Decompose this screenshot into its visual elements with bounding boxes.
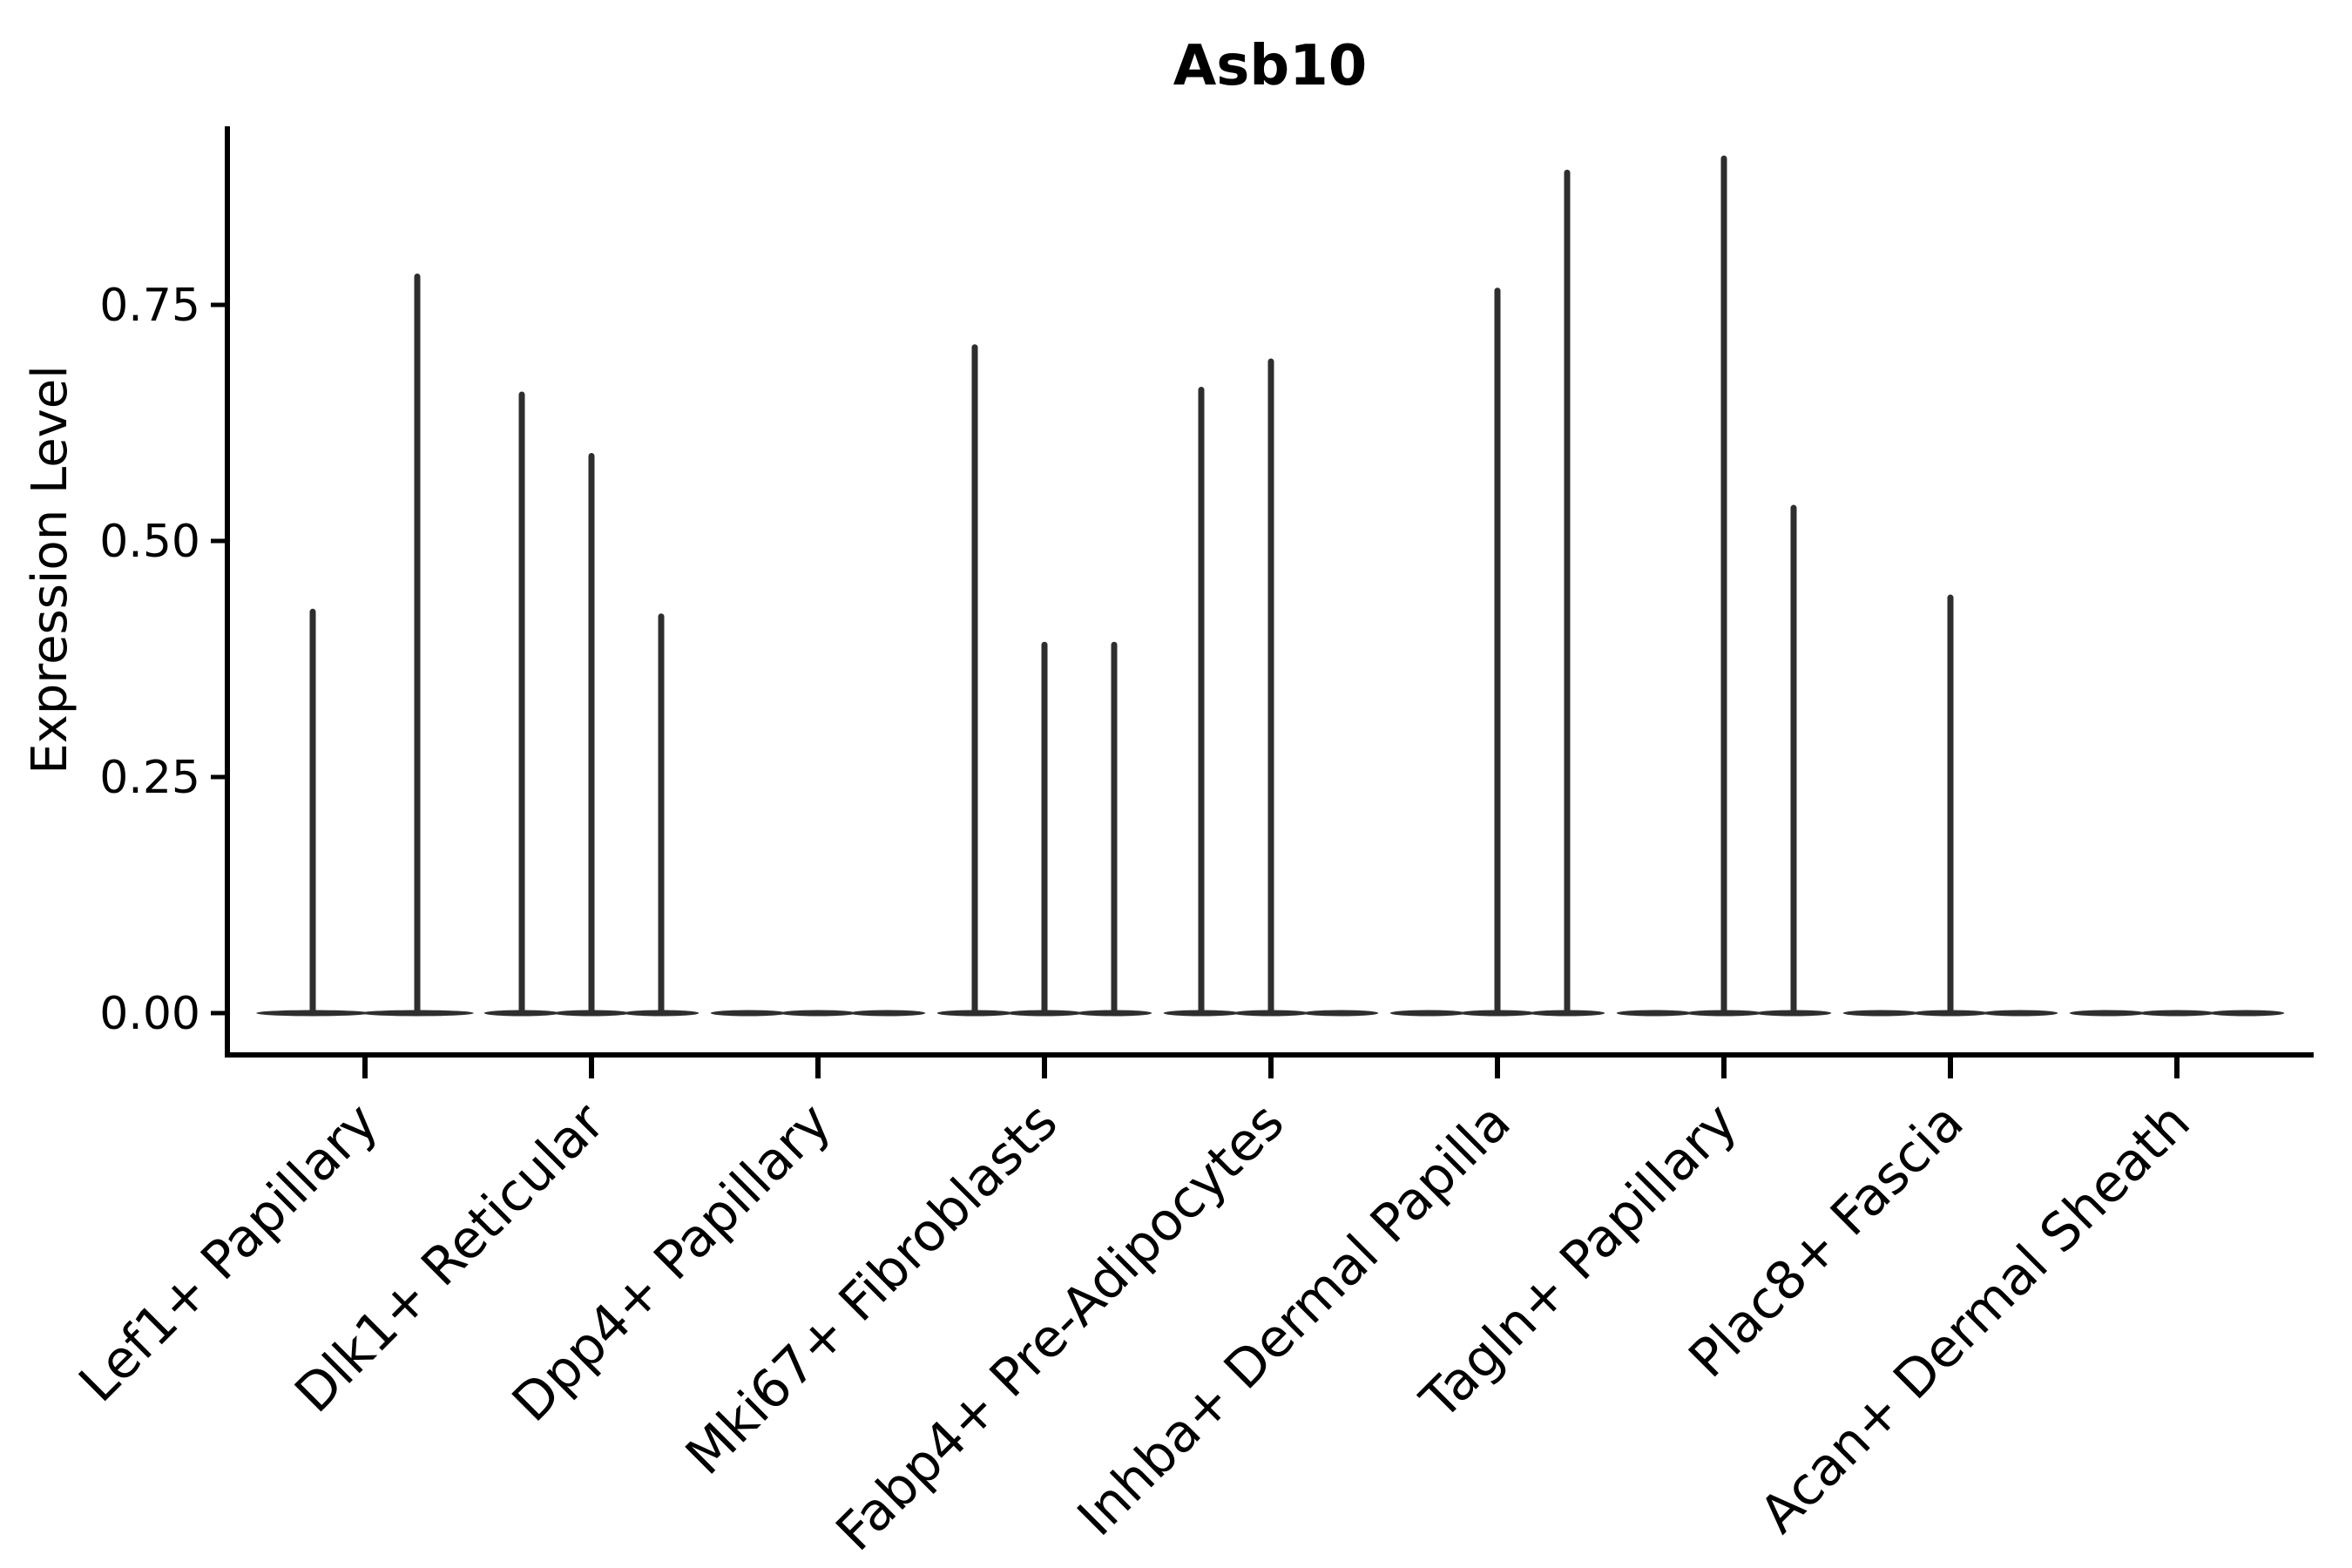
- x-tick-label: Fabp4+ Pre-Adipocytes: [825, 1092, 1296, 1563]
- violin-baseline: [1842, 1010, 1919, 1017]
- violin-baseline: [2139, 1010, 2215, 1017]
- violin-baseline: [1616, 1010, 1693, 1017]
- violin-baseline: [1302, 1010, 1379, 1017]
- y-axis-label: Expression Level: [22, 365, 78, 774]
- violin-baseline: [2208, 1010, 2285, 1017]
- violin-baseline: [780, 1010, 856, 1017]
- violin-baseline: [710, 1010, 787, 1017]
- y-tick-label: 0.25: [99, 752, 200, 804]
- violin-layer: [256, 155, 2285, 1017]
- violin-baseline: [1982, 1010, 2058, 1017]
- y-tick-label: 0.00: [99, 988, 200, 1040]
- violin-baseline: [2069, 1010, 2146, 1017]
- violin-baseline: [849, 1010, 926, 1017]
- y-tick-label: 0.50: [99, 516, 200, 568]
- y-tick-label: 0.75: [99, 280, 200, 332]
- plot-title: Asb10: [1173, 34, 1368, 98]
- x-tick-label: Mki67+ Fibroblasts: [674, 1092, 1070, 1487]
- violin-baseline: [1389, 1010, 1466, 1017]
- x-tick-label: Inhba+ Dermal Papilla: [1066, 1092, 1523, 1548]
- axes-spines: [225, 126, 2314, 1058]
- x-tick-label: Acan+ Dermal Sheath: [1748, 1092, 2202, 1545]
